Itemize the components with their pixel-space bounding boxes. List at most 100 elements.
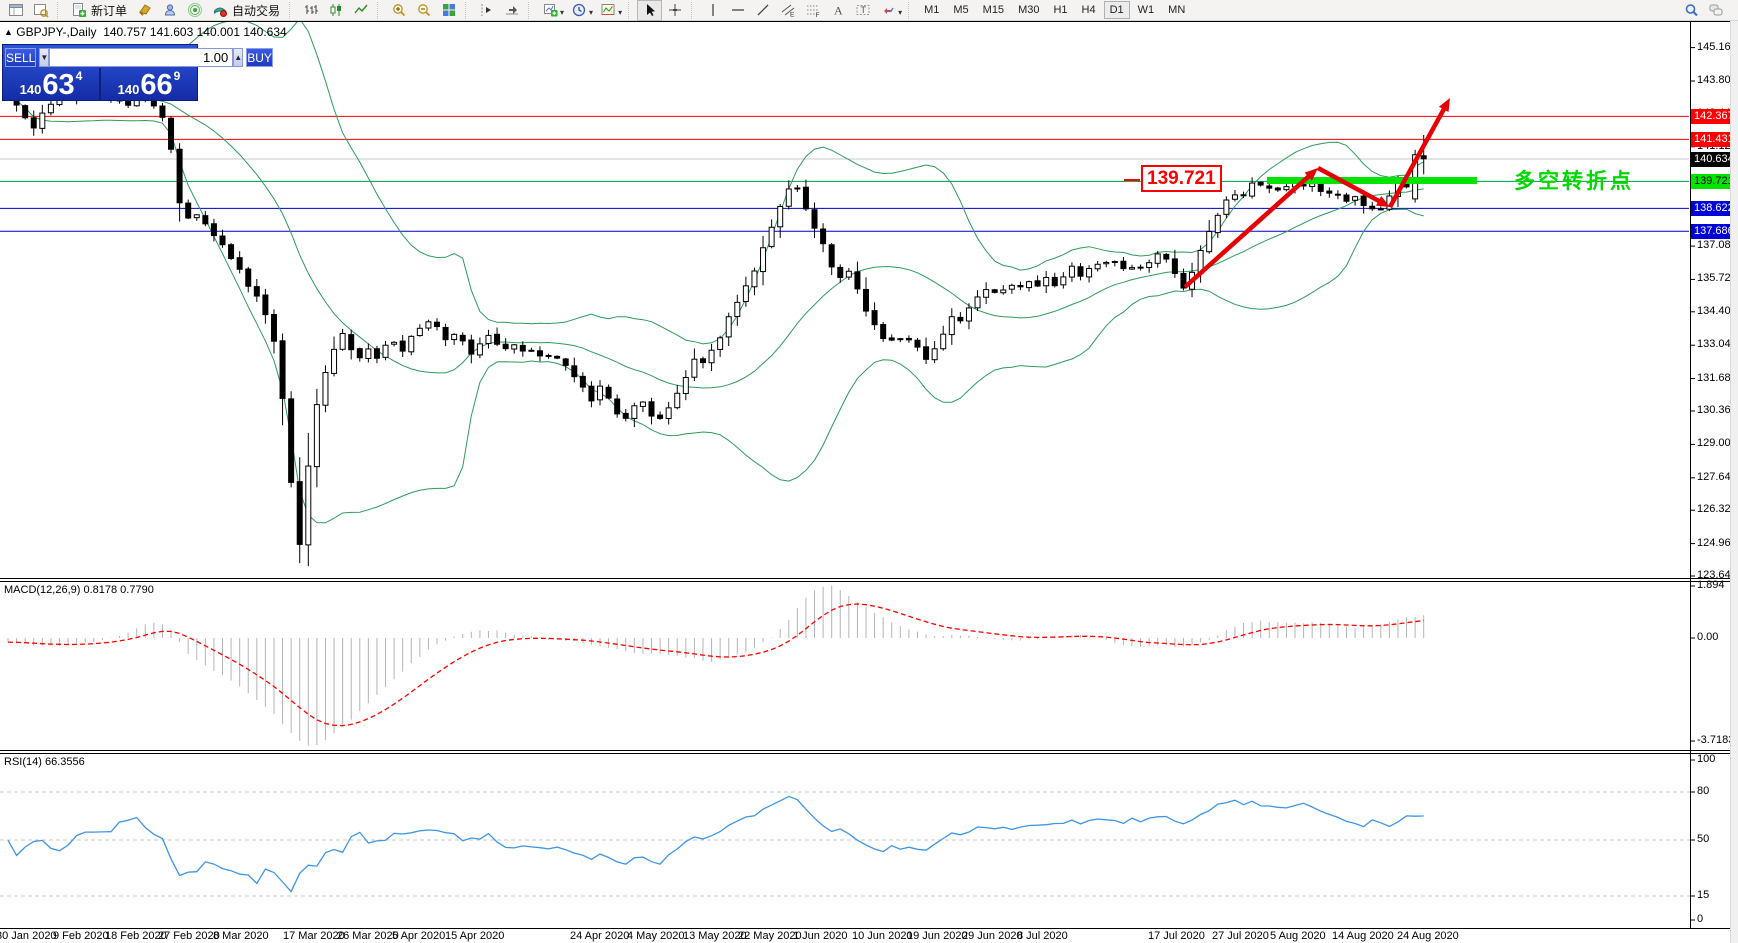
- date-tick: 4 May 2020: [627, 930, 685, 942]
- price-tick: 145.160: [1697, 40, 1737, 53]
- new-chart-icon-dropdown[interactable]: ▾: [560, 7, 565, 17]
- sell-button[interactable]: SELL: [5, 48, 37, 67]
- price-level-badge: 140.634: [1691, 151, 1736, 167]
- price-tick: 129.000: [1697, 437, 1737, 450]
- timeframe-h1-button[interactable]: H1: [1053, 4, 1068, 16]
- timeframe-d1-button[interactable]: D1: [1103, 1, 1130, 19]
- cursor-icon[interactable]: [637, 0, 663, 21]
- volume-input[interactable]: [49, 48, 234, 67]
- price-tick: 134.400: [1697, 304, 1737, 317]
- date-tick: 18 Feb 2020: [105, 930, 167, 942]
- style-icon[interactable]: [132, 0, 157, 21]
- new-order-icon[interactable]: [66, 0, 91, 21]
- autotrading-label[interactable]: 自动交易: [232, 3, 281, 18]
- turning-point-annotation[interactable]: 多空转折点: [1514, 170, 1634, 193]
- timeframe-m15-button[interactable]: M15: [982, 4, 1005, 16]
- timeframe-m30-button[interactable]: M30: [1018, 4, 1040, 16]
- vline-icon[interactable]: [700, 0, 725, 21]
- text-label-icon[interactable]: T: [850, 0, 875, 21]
- bid-prefix: 140: [19, 82, 42, 97]
- periods-icon[interactable]: [566, 0, 591, 21]
- volume-increase-button[interactable]: ▲: [233, 48, 244, 67]
- date-tick: 13 May 2020: [683, 930, 747, 942]
- ask-price[interactable]: 140 66 9: [101, 68, 197, 101]
- line-chart-icon[interactable]: [348, 0, 373, 21]
- price-tick: 137.080: [1697, 239, 1737, 252]
- chart-shift-icon[interactable]: [474, 0, 499, 21]
- date-tick: 17 Mar 2020: [283, 930, 345, 942]
- bid-big-digits: 63: [42, 69, 75, 101]
- rsi-indicator-label: RSI(14) 66.3556: [4, 756, 85, 768]
- date-tick: 29 Jun 2020: [962, 930, 1023, 942]
- autotrade-icon[interactable]: [207, 0, 232, 21]
- tile-windows-icon[interactable]: [436, 0, 461, 21]
- price-level-badge: 138.622: [1691, 200, 1736, 216]
- macd-tick: -3.7183: [1697, 734, 1735, 746]
- price-tick: 123.640: [1697, 569, 1737, 581]
- expert-advisor-icon[interactable]: [157, 0, 182, 21]
- date-tick: 14 Aug 2020: [1332, 930, 1394, 942]
- bar-chart-icon[interactable]: [298, 0, 323, 21]
- date-tick: 5 Aug 2020: [1270, 930, 1326, 942]
- price-level-badge: 137.686: [1691, 223, 1736, 239]
- price-level-callout[interactable]: 139.721: [1141, 165, 1222, 192]
- timeframe-h4-button[interactable]: H4: [1081, 4, 1096, 16]
- rsi-tick: 50: [1697, 833, 1710, 845]
- channel-icon[interactable]: E: [775, 0, 800, 21]
- vertical-scrollbar[interactable]: [1730, 21, 1738, 943]
- date-tick: 8 Mar 2020: [213, 930, 269, 942]
- toolbar-right-group: [1678, 0, 1728, 21]
- timeframe-w1-button[interactable]: W1: [1137, 4, 1155, 16]
- new-chart-icon[interactable]: [537, 0, 562, 21]
- date-tick: 9 Feb 2020: [53, 930, 109, 942]
- svg-text:E: E: [790, 12, 795, 19]
- zoom-out-icon[interactable]: [411, 0, 436, 21]
- hline-icon[interactable]: [725, 0, 750, 21]
- arrows-icon-dropdown[interactable]: ▾: [898, 7, 903, 17]
- price-tick: 130.360: [1697, 404, 1737, 416]
- date-tick: 26 Mar 2020: [337, 930, 399, 942]
- price-level-badge: 139.721: [1691, 173, 1736, 189]
- rsi-tick: 0: [1697, 913, 1704, 925]
- text-icon[interactable]: A: [825, 0, 850, 21]
- fibonacci-icon[interactable]: F: [800, 0, 825, 21]
- toolbar-separator: [465, 1, 471, 19]
- zoom-in-icon[interactable]: [386, 0, 411, 21]
- toolbar-separator: [377, 1, 383, 19]
- macd-pane: [7, 585, 1425, 746]
- chat-icon[interactable]: [1703, 0, 1728, 21]
- arrows-icon[interactable]: [875, 0, 900, 21]
- buy-button[interactable]: BUY: [246, 48, 273, 67]
- template-icon-dropdown[interactable]: ▾: [618, 7, 623, 17]
- bid-price[interactable]: 140 63 4: [3, 68, 99, 101]
- trendline-icon[interactable]: [750, 0, 775, 21]
- svg-text:A: A: [834, 4, 843, 18]
- auto-scroll-icon[interactable]: [499, 0, 524, 21]
- search-icon[interactable]: [1678, 0, 1703, 21]
- rsi-tick: 80: [1697, 785, 1710, 797]
- price-tick: 143.800: [1697, 74, 1737, 86]
- candle-chart-icon[interactable]: [323, 0, 348, 21]
- bid-ask-row: 140 63 4 140 66 9: [3, 68, 197, 101]
- signal-icon[interactable]: [182, 0, 207, 21]
- price-tick: 126.320: [1697, 503, 1737, 516]
- panel-divider: [99, 68, 101, 101]
- crosshair-icon[interactable]: [662, 0, 687, 21]
- date-tick: 24 Apr 2020: [570, 930, 630, 942]
- new-order-label[interactable]: 新订单: [91, 3, 128, 18]
- template-icon[interactable]: [595, 0, 620, 21]
- volume-decrease-button[interactable]: ▼: [39, 48, 50, 67]
- date-tick: 24 Aug 2020: [1397, 930, 1459, 942]
- timeframe-m5-button[interactable]: M5: [953, 4, 969, 16]
- timeframe-m1-button[interactable]: M1: [924, 4, 940, 16]
- collapse-icon[interactable]: ▲: [4, 27, 13, 37]
- main-pane: [0, 22, 1689, 567]
- svg-text:T: T: [860, 5, 866, 15]
- toolbar-separator: [57, 1, 63, 19]
- market-watch-icon[interactable]: [28, 0, 53, 21]
- periods-icon-dropdown[interactable]: ▾: [589, 7, 594, 17]
- timeframe-mn-button[interactable]: MN: [1168, 4, 1186, 16]
- rsi-tick: 15: [1697, 889, 1710, 901]
- chart-window-icon[interactable]: [3, 0, 28, 21]
